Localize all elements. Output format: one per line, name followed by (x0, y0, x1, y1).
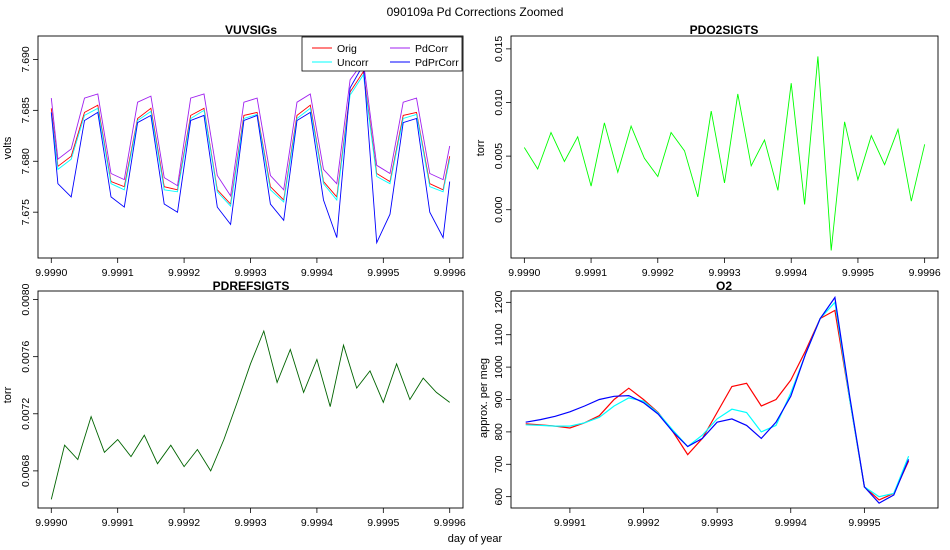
y-tick-label: 700 (493, 455, 505, 473)
y-tick-label: 0.005 (493, 143, 505, 169)
y-tick-label: 0.0080 (20, 283, 32, 315)
y-tick-label: 1100 (493, 323, 505, 346)
series-line-pdo2sigts (523, 56, 926, 251)
chart-title-pdrefsigts: PDREFSIGTS (213, 279, 290, 293)
x-tick-label: 9.9996 (434, 267, 466, 279)
y-tick-label: 7.685 (20, 97, 32, 123)
x-tick-label: 9.9991 (575, 267, 607, 279)
x-tick-label: 9.9994 (775, 517, 807, 529)
x-tick-label: 9.9990 (35, 517, 67, 529)
x-tick-label: 9.9995 (848, 517, 880, 529)
x-tick-label: 9.9992 (642, 267, 674, 279)
y-tick-label: 0.000 (493, 196, 505, 222)
panel-pdrefsigts: PDREFSIGTS torr 9.9990 9.9991 9.9992 9.9993… (2, 279, 466, 529)
y-tick-label: 0.0072 (20, 398, 32, 430)
series-line-pdprcorr (525, 295, 910, 504)
x-tick-label: 9.9995 (842, 267, 874, 279)
series-group-o2 (525, 295, 910, 504)
y-tick-label: 7.675 (20, 199, 32, 225)
x-tick-label: 9.9995 (367, 267, 399, 279)
series-line-uncorr (50, 73, 451, 208)
y-tick-label: 1200 (493, 290, 505, 314)
y-tick-label: 600 (493, 488, 505, 506)
legend-vuvsigs: Orig Uncorr PdCorr PdPrCorr (301, 36, 463, 72)
x-tick-label: 9.9993 (701, 517, 733, 529)
x-tick-label: 9.9992 (627, 517, 659, 529)
legend-label-pdprcorr: PdPrCorr (415, 57, 459, 69)
plot-frame (510, 35, 939, 259)
x-tick-label: 9.9992 (168, 267, 200, 279)
y-tick-label: 7.690 (20, 46, 32, 72)
plot-area-pdo2sigts: 9.9990 9.9991 9.9992 9.9993 9.9994 9.9995 9.99… (493, 35, 941, 279)
x-tick-label: 9.9990 (35, 267, 67, 279)
plot-area-o2: 9.9991 9.9992 9.9993 9.9994 9.9995 600 700 800 9… (493, 290, 939, 529)
panel-o2: O2 approx. per meg 9.9991 9.9992 9.9993 9.9… (478, 279, 939, 529)
x-tick-label: 9.9993 (708, 267, 740, 279)
ylabel-vuvsigs: volts (2, 136, 14, 159)
x-tick-label: 9.9995 (367, 517, 399, 529)
legend-label-uncorr: Uncorr (337, 57, 369, 69)
chart-title-o2: O2 (716, 279, 732, 293)
x-tick-label: 9.9994 (301, 267, 333, 279)
panel-vuvsigs: VUVSIGs volts 9.9990 9.9991 9.9992 9.9993 9.… (2, 23, 466, 279)
x-tick-label: 9.9994 (301, 517, 333, 529)
page-title: 090109a Pd Corrections Zoomed (387, 5, 564, 19)
chart-title-pdo2sigts: PDO2SIGTS (690, 23, 759, 37)
x-tick-label: 9.9993 (234, 267, 266, 279)
ylabel-o2: approx. per meg (478, 358, 490, 438)
series-line-orig (50, 70, 451, 205)
series-group-vuvsigs (50, 60, 451, 245)
x-tick-label: 9.9996 (434, 517, 466, 529)
series-group-pdo2sigts (523, 56, 926, 251)
x-tick-label: 9.9996 (909, 267, 941, 279)
y-tick-label: 0.0076 (20, 340, 32, 372)
x-tick-label: 9.9992 (168, 517, 200, 529)
x-tick-label: 9.9991 (554, 517, 586, 529)
y-tick-label: 800 (493, 423, 505, 441)
x-tick-label: 9.9990 (508, 267, 540, 279)
x-tick-label: 9.9994 (775, 267, 807, 279)
legend-label-orig: Orig (337, 43, 357, 55)
xlabel-day-of-year: day of year (448, 533, 503, 545)
y-tick-label: 7.680 (20, 148, 32, 174)
x-tick-label: 9.9993 (234, 517, 266, 529)
y-tick-label: 1000 (493, 355, 505, 379)
ylabel-pdo2sigts: torr (475, 139, 487, 156)
plot-frame (37, 290, 464, 509)
y-tick-label: 900 (493, 391, 505, 409)
panel-pdo2sigts: PDO2SIGTS torr 9.9990 9.9991 9.9992 9.9993 9… (475, 23, 941, 279)
legend-box (301, 36, 463, 72)
plot-area-pdrefsigts: 9.9990 9.9991 9.9992 9.9993 9.9994 9.9995 9.99… (20, 283, 466, 529)
x-tick-label: 9.9991 (102, 517, 134, 529)
series-line-pdcorr (50, 60, 451, 198)
ylabel-pdrefsigts: torr (2, 386, 14, 403)
plot-area-vuvsigs: 9.9990 9.9991 9.9992 9.9993 9.9994 9.9995 9.99… (20, 35, 466, 279)
x-tick-label: 9.9991 (102, 267, 134, 279)
y-tick-label: 0.015 (493, 36, 505, 62)
series-line-pdprcorr (50, 62, 451, 245)
legend-label-pdcorr: PdCorr (415, 43, 449, 55)
series-line-pdrefsigts (50, 329, 450, 500)
y-tick-label: 0.0068 (20, 455, 32, 487)
chart-title-vuvsigs: VUVSIGs (225, 23, 277, 37)
y-tick-label: 0.010 (493, 89, 505, 115)
series-line-uncorr (525, 300, 910, 498)
series-group-pdrefsigts (50, 329, 450, 500)
